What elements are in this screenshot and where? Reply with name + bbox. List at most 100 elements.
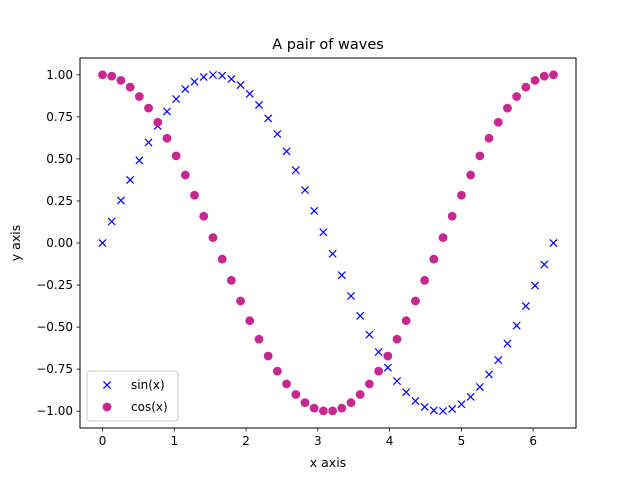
data-point xyxy=(457,190,466,200)
legend-items: sin(x) cos(x) xyxy=(102,378,168,414)
data-point xyxy=(356,311,365,320)
data-point xyxy=(199,211,209,221)
data-point xyxy=(401,316,411,326)
data-point xyxy=(162,107,172,116)
data-point xyxy=(153,117,163,127)
data-point xyxy=(429,254,439,264)
data-point xyxy=(254,100,264,109)
y-tick-label: −0.25 xyxy=(36,278,73,292)
data-point xyxy=(98,70,107,80)
data-point xyxy=(328,406,338,416)
legend-marker xyxy=(102,402,112,412)
data-point xyxy=(493,117,503,127)
y-tick-label: −0.75 xyxy=(36,362,73,376)
data-point xyxy=(503,103,512,113)
y-tick-label: 0.75 xyxy=(46,110,73,124)
data-point xyxy=(226,275,236,285)
data-point xyxy=(218,71,227,80)
data-point xyxy=(512,321,521,330)
data-point xyxy=(475,151,485,161)
x-axis-label: x axis xyxy=(310,455,346,470)
data-point xyxy=(199,72,208,82)
data-point xyxy=(300,185,310,195)
data-point xyxy=(484,133,494,143)
data-point xyxy=(180,170,190,180)
data-point xyxy=(107,71,117,81)
data-point xyxy=(374,366,384,376)
series-layer xyxy=(98,70,558,416)
chart-title: A pair of waves xyxy=(272,37,384,53)
data-point xyxy=(365,330,374,339)
series-0 xyxy=(98,70,558,416)
data-point xyxy=(98,238,107,248)
data-point xyxy=(190,77,199,86)
data-point xyxy=(466,170,476,180)
legend: sin(x) cos(x) xyxy=(86,370,179,422)
data-point xyxy=(355,390,365,399)
data-point xyxy=(245,316,255,326)
y-tick-label: 1.00 xyxy=(46,68,73,82)
x-tick-label: 5 xyxy=(458,434,466,448)
data-point xyxy=(116,75,126,85)
data-point xyxy=(171,151,181,161)
data-point xyxy=(282,379,291,389)
data-point xyxy=(448,404,457,414)
data-point xyxy=(310,206,319,215)
data-point xyxy=(254,334,264,344)
data-point xyxy=(208,70,218,80)
data-point xyxy=(503,339,512,348)
data-point xyxy=(263,351,273,361)
data-point xyxy=(116,196,125,205)
data-point xyxy=(420,402,429,412)
x-tick-label: 6 xyxy=(529,434,537,448)
x-tick-label: 0 xyxy=(99,434,107,448)
data-point xyxy=(438,233,448,243)
data-point xyxy=(392,377,402,386)
data-point xyxy=(411,396,420,405)
data-point xyxy=(494,356,503,365)
data-point xyxy=(346,291,356,301)
legend-label: cos(x) xyxy=(131,400,168,414)
x-tick-label: 2 xyxy=(242,434,250,448)
x-tick-label: 4 xyxy=(386,434,394,448)
data-point xyxy=(411,296,420,306)
data-point xyxy=(144,138,153,147)
data-point xyxy=(521,82,531,92)
data-point xyxy=(438,406,448,416)
data-point xyxy=(549,238,558,248)
data-point xyxy=(135,156,144,165)
data-point xyxy=(319,228,328,237)
y-tick-label: 0.50 xyxy=(46,152,73,166)
data-point xyxy=(420,275,430,285)
data-point xyxy=(264,114,273,123)
data-point xyxy=(134,92,144,101)
data-point xyxy=(172,95,181,104)
data-point xyxy=(272,366,282,376)
data-point xyxy=(549,70,558,80)
data-point xyxy=(126,175,135,184)
y-axis-label: y axis xyxy=(8,225,23,261)
data-point xyxy=(181,85,190,94)
data-point xyxy=(328,249,337,258)
data-point xyxy=(392,334,402,344)
data-point xyxy=(512,92,522,101)
data-point xyxy=(466,392,475,401)
data-point xyxy=(318,406,328,416)
data-point xyxy=(457,400,466,409)
data-point xyxy=(309,403,319,413)
data-point xyxy=(374,347,383,357)
data-point xyxy=(217,254,227,264)
data-point xyxy=(402,388,411,397)
y-tick-label: −0.50 xyxy=(36,320,73,334)
data-point xyxy=(475,382,484,391)
x-tick-label: 3 xyxy=(314,434,322,448)
data-point xyxy=(125,82,135,92)
data-point xyxy=(107,217,116,226)
data-point xyxy=(364,379,374,389)
data-point xyxy=(300,398,310,408)
data-point xyxy=(291,166,300,175)
data-point xyxy=(383,351,393,361)
data-point xyxy=(383,363,392,372)
